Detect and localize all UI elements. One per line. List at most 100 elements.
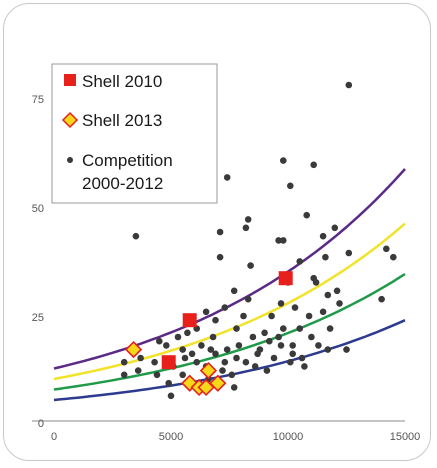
competition-point	[223, 346, 231, 353]
competition-point	[303, 211, 311, 219]
legend-marker-dot	[67, 157, 73, 163]
competition-point	[251, 363, 259, 370]
fit-curve	[53, 272, 406, 391]
competition-point	[193, 358, 200, 366]
competition-point	[233, 354, 240, 362]
competition-point	[216, 228, 224, 236]
competition-point	[228, 371, 236, 379]
legend-marker-square	[64, 74, 76, 86]
competition-point	[223, 174, 231, 181]
competition-point	[315, 342, 322, 349]
competition-point	[249, 333, 257, 341]
competition-point	[324, 346, 332, 353]
shell-2013-point	[209, 374, 227, 392]
competition-point	[216, 253, 224, 261]
competition-point	[179, 371, 186, 379]
competition-point	[289, 342, 297, 349]
legend: Shell 2010 Shell 2013 Competition 2000-2…	[51, 63, 218, 204]
competition-point	[280, 157, 287, 164]
competition-point	[151, 358, 158, 366]
competition-point	[188, 350, 196, 358]
competition-point	[291, 304, 299, 311]
competition-point	[305, 312, 313, 320]
competition-point	[244, 216, 252, 223]
competition-point	[209, 333, 217, 341]
competition-point	[322, 253, 329, 261]
y-tick-label: 50	[32, 203, 44, 215]
competition-point	[153, 371, 161, 379]
legend-label: Shell 2010	[82, 72, 162, 91]
competition-point	[383, 245, 390, 253]
legend-box	[51, 63, 218, 204]
shell-2010-points	[161, 271, 293, 370]
competition-point	[287, 358, 294, 366]
competition-point	[134, 367, 142, 374]
competition-point	[132, 232, 140, 240]
competition-point	[277, 300, 285, 307]
legend-label-line2: 2000-2012	[82, 174, 163, 193]
competition-point	[207, 346, 215, 353]
shell-2013-point	[199, 361, 218, 380]
competition-point	[261, 329, 268, 337]
competition-point	[270, 354, 278, 362]
x-tick-label: 15000	[390, 431, 421, 443]
competition-point	[221, 304, 229, 311]
competition-point	[319, 308, 327, 316]
x-tick-label: 0	[51, 431, 57, 443]
competition-point	[343, 346, 350, 353]
shell-2013-points	[124, 340, 227, 397]
competition-point	[345, 81, 353, 89]
competition-point	[336, 300, 343, 307]
fit-curves	[53, 168, 406, 402]
competition-point	[280, 325, 287, 332]
competition-point	[120, 358, 128, 366]
fit-curve	[53, 222, 406, 381]
competition-point	[163, 342, 170, 349]
competition-point	[219, 367, 226, 374]
competition-point	[254, 350, 261, 358]
competition-point	[289, 350, 297, 358]
competition-point	[287, 182, 294, 190]
competition-point	[266, 337, 273, 345]
competition-point	[301, 363, 308, 370]
competition-point	[156, 337, 163, 345]
competition-point	[198, 342, 205, 349]
competition-point	[345, 249, 353, 257]
competition-point	[308, 333, 315, 341]
competition-point	[263, 367, 271, 374]
competition-point	[247, 262, 254, 269]
competition-point	[167, 392, 175, 400]
competition-point	[390, 253, 397, 261]
competition-point	[333, 287, 341, 295]
competition-point	[331, 224, 339, 232]
competition-point	[324, 291, 332, 299]
competition-point	[280, 237, 287, 244]
competition-point	[221, 358, 229, 366]
competition-point	[242, 358, 250, 366]
competition-point	[233, 325, 240, 332]
legend-label: Shell 2013	[82, 111, 162, 130]
competition-point	[230, 384, 238, 391]
fit-curve	[53, 168, 406, 370]
x-tick-label: 10000	[273, 431, 304, 443]
y-tick-label: 25	[32, 312, 44, 324]
legend-label: Competition	[82, 151, 173, 170]
competition-point	[174, 333, 182, 341]
competition-point	[230, 287, 238, 295]
competition-point	[181, 354, 189, 362]
shell-2010-point	[161, 355, 176, 370]
competition-point	[212, 350, 219, 358]
competition-point	[319, 232, 327, 240]
shell-2013-point	[124, 340, 143, 359]
competition-point	[298, 354, 306, 362]
fit-curve	[53, 319, 406, 402]
y-tick-label: 0	[38, 418, 44, 430]
competition-point	[235, 342, 243, 349]
competition-point	[179, 346, 186, 353]
competition-point	[275, 237, 282, 244]
competition-point	[242, 224, 250, 232]
competition-point	[120, 371, 128, 379]
competition-point	[165, 379, 172, 387]
competition-point	[296, 258, 304, 265]
